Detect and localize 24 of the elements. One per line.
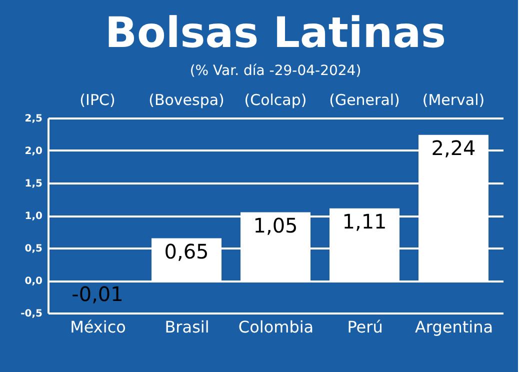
x-tick-label: Colombia xyxy=(238,318,314,336)
data-label: 0,65 xyxy=(164,239,209,264)
y-tick-label: 1,5 xyxy=(24,178,43,190)
y-tick-label: 1,0 xyxy=(24,211,43,222)
text: (Merval) xyxy=(422,91,485,109)
text: (IPC) xyxy=(80,91,116,109)
data-label: 1,11 xyxy=(342,209,387,234)
y-tick-label: -0,5 xyxy=(20,308,43,320)
x-tick-label: Brasil xyxy=(164,318,210,336)
y-tick-label: 2,0 xyxy=(24,146,43,157)
chart-subtitle: (% Var. día -29-04-2024) xyxy=(190,63,362,79)
data-label: 2,24 xyxy=(431,136,476,160)
x-tick-label: México xyxy=(70,318,126,336)
y-tick-label: 2,5 xyxy=(24,114,43,124)
y-tick-label: 0,0 xyxy=(24,276,43,287)
text: (General) xyxy=(329,91,400,109)
data-label: 1,05 xyxy=(253,213,298,238)
x-tick-label: Perú xyxy=(347,318,383,336)
text: (Bovespa) xyxy=(148,91,224,109)
text: (Colcap) xyxy=(244,91,307,109)
chart-title: Bolsas Latinas xyxy=(104,8,446,57)
y-tick-label: 0,5 xyxy=(24,244,43,254)
x-tick-label: Argentina xyxy=(414,318,494,336)
data-label: -0,01 xyxy=(72,282,124,306)
